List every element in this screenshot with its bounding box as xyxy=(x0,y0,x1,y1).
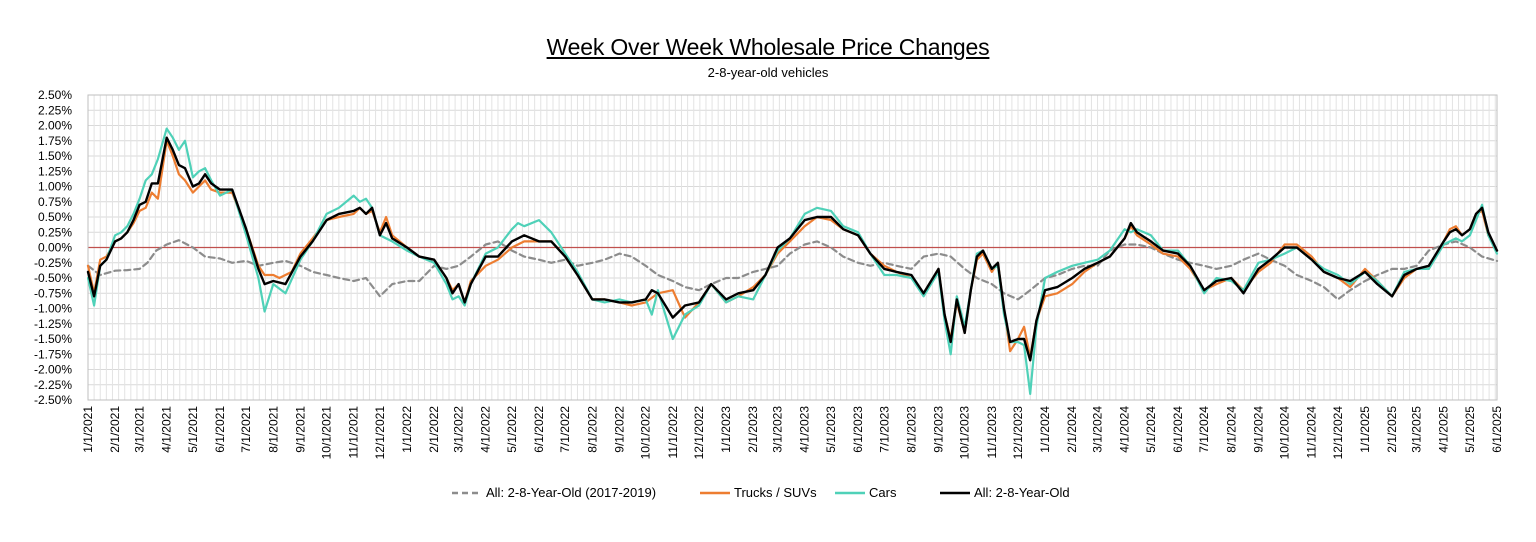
x-tick-label: 7/1/2022 xyxy=(558,406,572,453)
x-tick-label: 12/1/2024 xyxy=(1331,406,1345,460)
y-tick-label: 2.25% xyxy=(38,103,72,117)
x-tick-label: 4/1/2025 xyxy=(1437,406,1451,453)
chart-subtitle: 2-8-year-old vehicles xyxy=(707,65,829,80)
legend: All: 2-8-Year-Old (2017-2019) Trucks / SU… xyxy=(452,485,1070,500)
x-tick-label: 11/1/2024 xyxy=(1305,406,1319,459)
x-tick-label: 6/1/2022 xyxy=(532,406,546,453)
x-tick-label: 10/1/2022 xyxy=(639,406,653,460)
x-tick-label: 2/1/2022 xyxy=(427,406,441,453)
x-tick-label: 8/1/2023 xyxy=(904,406,918,453)
y-tick-label: 0.75% xyxy=(38,195,72,209)
x-tick-label: 2/1/2025 xyxy=(1385,406,1399,453)
x-tick-label: 3/1/2024 xyxy=(1091,406,1105,453)
x-tick-label: 6/1/2024 xyxy=(1171,406,1185,453)
y-tick-label: -0.50% xyxy=(34,271,72,285)
x-tick-label: 8/1/2022 xyxy=(585,406,599,453)
x-tick-label: 1/1/2024 xyxy=(1038,406,1052,453)
x-tick-label: 4/1/2024 xyxy=(1118,406,1132,453)
chart-title: Week Over Week Wholesale Price Changes xyxy=(546,34,990,60)
x-tick-label: 5/1/2021 xyxy=(186,406,200,453)
y-tick-label: 1.50% xyxy=(38,149,72,163)
legend-label-0: All: 2-8-Year-Old (2017-2019) xyxy=(486,485,656,500)
x-tick-label: 2/1/2021 xyxy=(108,406,122,453)
x-tick-label: 2/1/2023 xyxy=(746,406,760,453)
x-tick-label: 6/1/2021 xyxy=(213,406,227,453)
y-tick-label: -2.50% xyxy=(34,393,72,407)
legend-label-2: Cars xyxy=(869,485,897,500)
y-tick-label: 1.00% xyxy=(38,180,72,194)
x-tick-label: 6/1/2023 xyxy=(851,406,865,453)
x-tick-label: 8/1/2021 xyxy=(266,406,280,453)
x-tick-label: 6/1/2025 xyxy=(1490,406,1504,453)
x-tick-label: 10/1/2024 xyxy=(1278,406,1292,460)
x-tick-label: 1/1/2025 xyxy=(1358,406,1372,453)
x-tick-label: 9/1/2022 xyxy=(612,406,626,453)
x-tick-label: 7/1/2021 xyxy=(239,406,253,453)
x-tick-label: 4/1/2021 xyxy=(160,406,174,453)
y-tick-label: 2.00% xyxy=(38,119,72,133)
series-line-0 xyxy=(86,239,1499,301)
x-tick-label: 1/1/2023 xyxy=(719,406,733,453)
x-tick-label: 11/1/2022 xyxy=(666,406,680,459)
x-tick-label: 3/1/2021 xyxy=(133,406,147,453)
x-tick-label: 11/1/2023 xyxy=(985,406,999,459)
series-lines xyxy=(86,127,1499,395)
x-tick-label: 12/1/2022 xyxy=(692,406,706,460)
x-tick-label: 10/1/2023 xyxy=(958,406,972,460)
series-line-3 xyxy=(86,136,1499,362)
x-tick-label: 5/1/2024 xyxy=(1144,406,1158,453)
x-tick-label: 5/1/2023 xyxy=(824,406,838,453)
x-tick-label: 7/1/2023 xyxy=(877,406,891,453)
plot-border xyxy=(87,94,1498,401)
x-tick-label: 10/1/2021 xyxy=(320,406,334,460)
x-tick-label: 7/1/2024 xyxy=(1197,406,1211,453)
x-tick-label: 5/1/2025 xyxy=(1463,406,1477,453)
series-line-1 xyxy=(86,139,1499,359)
x-axis-tick-labels: 1/1/2021 2/1/2021 3/1/2021 4/1/2021 5/1/2021… xyxy=(81,406,1504,460)
x-tick-label: 9/1/2023 xyxy=(931,406,945,453)
x-tick-label: 4/1/2023 xyxy=(798,406,812,453)
x-tick-label: 9/1/2024 xyxy=(1251,406,1265,453)
x-tick-label: 9/1/2021 xyxy=(293,406,307,453)
y-tick-label: 0.00% xyxy=(38,241,72,255)
x-tick-label: 1/1/2022 xyxy=(400,406,414,453)
x-tick-label: 8/1/2024 xyxy=(1224,406,1238,453)
y-tick-label: -1.50% xyxy=(34,332,72,346)
x-tick-label: 2/1/2024 xyxy=(1065,406,1079,453)
y-tick-label: -2.00% xyxy=(34,363,72,377)
legend-label-3: All: 2-8-Year-Old xyxy=(974,485,1070,500)
y-tick-label: 1.25% xyxy=(38,164,72,178)
x-tick-label: 5/1/2022 xyxy=(505,406,519,453)
y-tick-label: -1.75% xyxy=(34,347,72,361)
x-tick-label: 1/1/2021 xyxy=(81,406,95,453)
x-tick-label: 4/1/2022 xyxy=(479,406,493,453)
y-tick-label: 2.50% xyxy=(38,88,72,102)
y-tick-label: 1.75% xyxy=(38,134,72,148)
y-tick-label: 0.50% xyxy=(38,210,72,224)
y-axis-tick-labels: 2.50%2.25% 2.00%1.75%1.50%1.25% 1.00%0.75%… xyxy=(34,88,72,407)
x-tick-label: 3/1/2025 xyxy=(1410,406,1424,453)
legend-label-1: Trucks / SUVs xyxy=(734,485,817,500)
y-tick-label: 0.25% xyxy=(38,225,72,239)
x-tick-label: 3/1/2023 xyxy=(771,406,785,453)
y-tick-label: -1.25% xyxy=(34,317,72,331)
x-tick-label: 12/1/2021 xyxy=(373,406,387,460)
y-tick-label: -0.25% xyxy=(34,256,72,270)
x-tick-label: 11/1/2021 xyxy=(347,406,361,459)
plot-area xyxy=(87,94,1498,401)
x-tick-label: 3/1/2022 xyxy=(452,406,466,453)
y-tick-label: -1.00% xyxy=(34,302,72,316)
y-tick-label: -2.25% xyxy=(34,378,72,392)
x-tick-label: 12/1/2023 xyxy=(1011,406,1025,460)
y-tick-label: -0.75% xyxy=(34,286,72,300)
